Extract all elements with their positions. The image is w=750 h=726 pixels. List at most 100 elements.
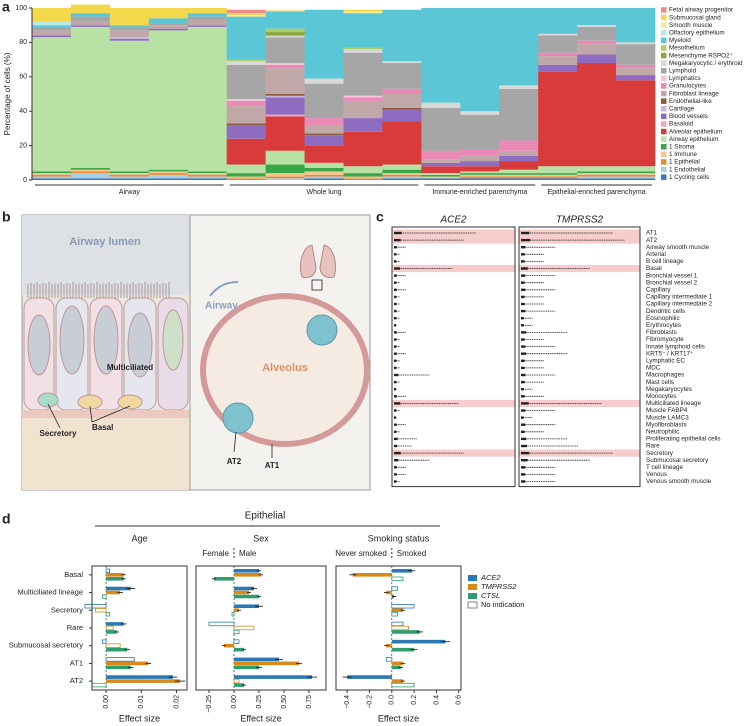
bar-segment xyxy=(538,173,578,175)
bar-segment xyxy=(382,169,422,174)
bar-segment xyxy=(382,176,422,179)
bar-segment xyxy=(265,32,305,36)
strip-base xyxy=(394,466,397,469)
bar xyxy=(224,643,234,648)
lung-icon xyxy=(300,244,336,291)
bar-segment xyxy=(421,102,461,108)
strip-base xyxy=(394,444,398,448)
bar-segment xyxy=(382,178,422,180)
row-label: Erythrocytes xyxy=(646,322,681,329)
bar-segment xyxy=(421,8,461,103)
side-label: Female xyxy=(202,549,229,558)
legend-swatch xyxy=(661,113,667,120)
bar-segment xyxy=(499,176,539,179)
x-axis-label: Effect size xyxy=(119,713,160,723)
illustration: Airway lumen Multiciliated Secretory Bas… xyxy=(21,214,371,491)
legend-swatch xyxy=(661,52,667,59)
bar-segment xyxy=(616,64,656,69)
bar-segment xyxy=(616,75,656,81)
legend-swatch xyxy=(661,83,667,89)
bar xyxy=(386,590,392,595)
bar xyxy=(106,665,131,670)
bar-segment xyxy=(421,178,461,180)
x-tick-label: 0.2 xyxy=(411,695,418,705)
side-label: Male xyxy=(239,549,257,558)
strip-base xyxy=(521,409,526,412)
x-tick-label: 0.0 xyxy=(389,695,396,705)
subplot-title: Sex xyxy=(253,533,269,543)
bar xyxy=(234,569,259,573)
plot-frame xyxy=(195,565,327,691)
bar-segment xyxy=(577,26,617,41)
bar-segment xyxy=(187,8,227,14)
strip-base xyxy=(394,473,397,476)
bar xyxy=(391,630,420,634)
strip-base xyxy=(521,295,525,299)
bar-segment xyxy=(616,42,656,45)
x-tick-label: −0.25 xyxy=(206,695,213,713)
bar xyxy=(95,608,107,613)
bar-segment xyxy=(109,25,150,27)
strip-base xyxy=(394,380,397,384)
x-tick-label: 0.02 xyxy=(173,695,180,709)
group-label: Airway xyxy=(119,189,141,196)
row-label: Megakaryocytes xyxy=(646,386,692,393)
row-label: Submucosal secretory xyxy=(646,457,709,464)
bar-segment xyxy=(343,95,383,98)
panel-label: c xyxy=(376,209,384,225)
bar-segment xyxy=(460,161,500,167)
bar-segment xyxy=(460,171,500,174)
bar-segment xyxy=(109,176,150,179)
plot-frame xyxy=(91,565,188,691)
row-label: Muscle FABP4 xyxy=(646,407,688,414)
bar-segment xyxy=(343,118,383,132)
row-label: KRT5⁻ / KRT17⁺ xyxy=(646,350,693,357)
bar-segment xyxy=(265,97,305,115)
label: Basal xyxy=(92,423,113,432)
strip-base xyxy=(394,231,402,235)
bar-segment xyxy=(226,173,266,177)
bar-segment xyxy=(616,171,656,174)
legend-label: TMPRSS2 xyxy=(481,582,517,591)
bar-segment xyxy=(538,35,578,53)
strip-base xyxy=(394,451,401,455)
strip-base xyxy=(394,246,397,249)
bar-segment xyxy=(109,26,150,31)
bar-segment xyxy=(226,14,266,17)
bar-segment xyxy=(265,11,305,29)
bar-segment xyxy=(304,178,344,180)
bar-segment xyxy=(577,54,617,64)
strip-base xyxy=(394,395,397,398)
strip-base xyxy=(394,459,399,462)
bar xyxy=(105,568,110,573)
strip-base xyxy=(521,473,526,476)
bar xyxy=(106,577,124,581)
bar-segment xyxy=(70,25,111,27)
row-label: Multiciliated lineage xyxy=(18,588,83,597)
strip-base xyxy=(521,281,525,284)
row-label: Secretory xyxy=(51,605,83,614)
strip-base xyxy=(394,302,397,306)
group-label: Epithelial-enriched parenchyma xyxy=(548,189,646,196)
bar xyxy=(233,625,255,631)
bar xyxy=(391,604,415,609)
column-title: TMPRSS2 xyxy=(556,215,604,226)
bar-segment xyxy=(70,167,111,170)
strip-base xyxy=(521,331,527,334)
bar-segment xyxy=(226,61,266,65)
bar-segment xyxy=(304,78,344,84)
bar xyxy=(84,604,107,609)
legend-swatch xyxy=(661,14,667,21)
row-label: AT1 xyxy=(646,230,658,237)
bar xyxy=(214,577,234,581)
bar-segment xyxy=(538,33,578,36)
bar xyxy=(391,621,404,627)
lumen xyxy=(22,215,190,295)
bar-segment xyxy=(382,121,422,165)
bar xyxy=(391,569,412,573)
row-label: Monocytes xyxy=(646,393,676,400)
label: Multiciliated xyxy=(107,363,153,372)
bar xyxy=(391,639,446,644)
row-label: Rare xyxy=(646,443,660,450)
strip-base xyxy=(521,260,525,263)
